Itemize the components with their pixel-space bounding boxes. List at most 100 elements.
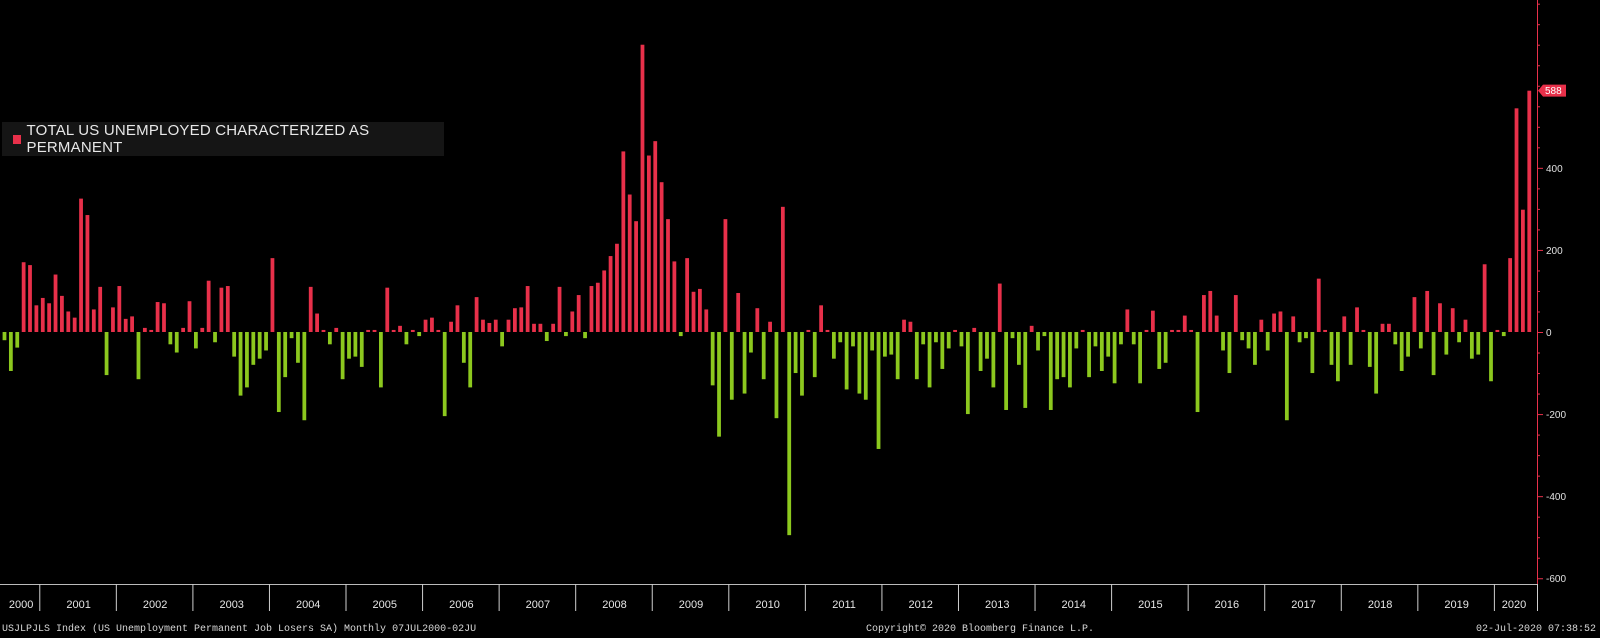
bar: [449, 321, 453, 332]
bar: [1348, 332, 1353, 365]
bar: [640, 44, 645, 332]
bar: [98, 286, 103, 332]
bar: [895, 332, 900, 380]
bar: [564, 332, 568, 337]
bar: [678, 332, 683, 337]
bar: [768, 321, 772, 332]
bar: [1004, 332, 1009, 410]
bar: [28, 265, 32, 332]
bar: [825, 329, 830, 332]
bar: [213, 332, 217, 343]
bar: [1361, 329, 1366, 332]
bar: [149, 329, 154, 332]
bar: [704, 309, 709, 332]
bar: [1119, 332, 1123, 345]
x-axis: 2000 2001 2002 2003 2004 2005 2006 2007 2008 2009…: [0, 584, 1538, 611]
bar: [959, 332, 964, 347]
bar: [372, 329, 377, 332]
bar: [793, 332, 798, 374]
bar: [1310, 332, 1315, 374]
bar: [334, 327, 339, 332]
x-tick-label: 2007: [526, 599, 550, 611]
bar: [168, 332, 173, 345]
bar: [774, 332, 779, 419]
bar: [1112, 332, 1117, 384]
x-tick-label: 2014: [1062, 599, 1086, 611]
bar: [1329, 332, 1334, 365]
bar: [1099, 332, 1104, 371]
bar: [1240, 332, 1245, 341]
bar: [1367, 332, 1372, 367]
bar: [1150, 310, 1155, 332]
bar: [857, 332, 862, 394]
bar: [21, 262, 26, 332]
bar: [232, 332, 237, 357]
bar: [1195, 332, 1200, 413]
x-tick-label: 2005: [373, 599, 397, 611]
bar: [104, 332, 109, 376]
bar: [723, 219, 728, 332]
bar: [1182, 315, 1187, 332]
bar: [340, 332, 345, 380]
x-tick-label: 2017: [1291, 599, 1315, 611]
x-tick-label: 2011: [832, 599, 856, 611]
footer-copyright: Copyright© 2020 Bloomberg Finance L.P.: [866, 624, 1095, 635]
bar: [1489, 332, 1493, 382]
bar: [296, 332, 300, 363]
bar: [1138, 332, 1142, 384]
bar: [1393, 332, 1398, 345]
bar: [283, 332, 288, 378]
bar: [1074, 332, 1079, 349]
bar: [1265, 332, 1270, 351]
x-tick-label: 2010: [755, 599, 779, 611]
bar: [455, 305, 460, 332]
legend: TOTAL US UNEMPLOYED CHARACTERIZED AS PER…: [2, 122, 444, 156]
bar: [1469, 332, 1474, 359]
bar: [181, 327, 186, 332]
bar: [200, 327, 205, 332]
footer-timestamp: 02-Jul-2020 07:38:52: [1475, 624, 1596, 635]
bar: [934, 332, 938, 343]
bar: [595, 282, 600, 332]
bar: [2, 332, 7, 341]
bar: [659, 182, 664, 332]
x-tick-label: 2016: [1215, 599, 1239, 611]
bar: [398, 325, 402, 332]
bar: [1387, 323, 1391, 332]
bar: [1176, 329, 1181, 332]
bar: [946, 332, 951, 349]
bar: [1342, 316, 1347, 332]
bar: [1208, 290, 1213, 332]
bar: [1068, 332, 1072, 388]
bar: [1087, 332, 1091, 378]
bar: [487, 322, 492, 332]
bar: [1125, 309, 1130, 332]
bar: [889, 332, 894, 355]
bar: [85, 215, 90, 332]
bar: [1010, 332, 1015, 339]
x-tick-label: 2001: [66, 599, 90, 611]
bar: [1131, 332, 1136, 345]
bar: [685, 258, 690, 332]
bar: [921, 332, 926, 345]
bar: [1508, 258, 1513, 332]
x-tick-label: 2013: [985, 599, 1009, 611]
bar: [1501, 332, 1506, 337]
bar: [461, 332, 466, 363]
x-tick-label: 2004: [296, 599, 320, 611]
bar: [1374, 332, 1379, 394]
bar: [1450, 308, 1455, 332]
bar: [927, 332, 932, 388]
bar: [111, 307, 115, 332]
x-tick-label: 2012: [908, 599, 932, 611]
bar: [308, 286, 313, 332]
y-tick-label: 0: [1546, 328, 1552, 339]
x-tick-label: 2018: [1368, 599, 1392, 611]
bar: [780, 206, 785, 332]
bar: [174, 332, 179, 353]
bar: [557, 286, 562, 332]
bar: [1380, 323, 1385, 332]
bar: [1259, 319, 1264, 332]
bar: [206, 280, 211, 332]
